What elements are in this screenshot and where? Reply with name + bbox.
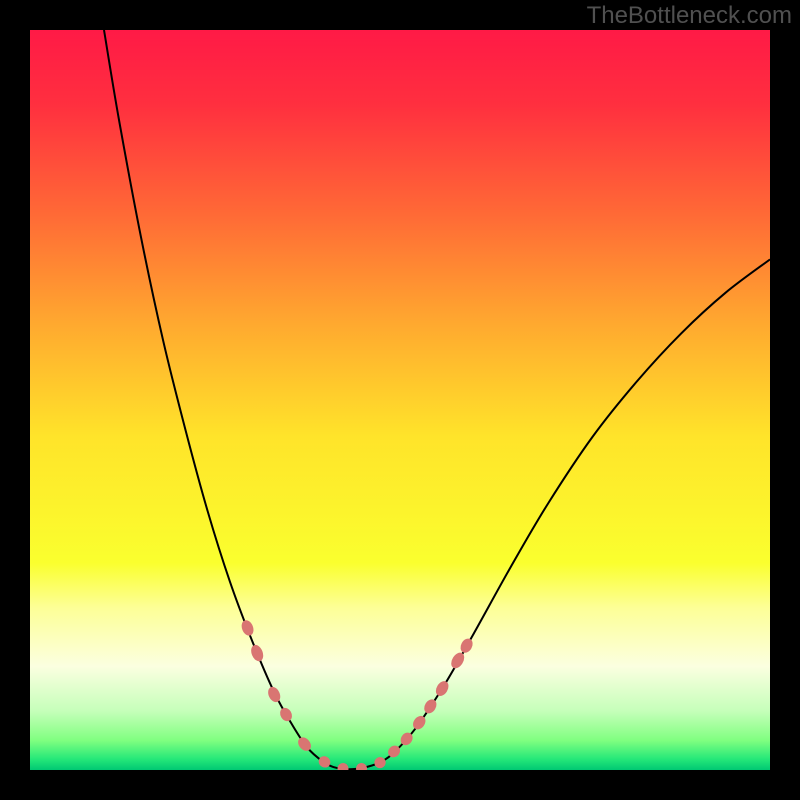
v-curve-line bbox=[104, 30, 770, 769]
marker-point bbox=[373, 756, 387, 769]
marker-point bbox=[449, 651, 466, 670]
marker-point bbox=[434, 680, 450, 698]
marker-point bbox=[317, 755, 332, 770]
marker-point bbox=[356, 763, 368, 770]
chart-curve-layer bbox=[30, 30, 770, 770]
marker-point bbox=[266, 686, 281, 704]
marker-point bbox=[240, 619, 255, 637]
marker-point bbox=[278, 706, 293, 722]
watermark-text: TheBottleneck.com bbox=[587, 2, 792, 30]
marker-point bbox=[338, 763, 348, 770]
marker-point bbox=[459, 637, 475, 654]
marker-points-group bbox=[240, 619, 474, 770]
marker-point bbox=[250, 644, 265, 663]
chart-plot-area bbox=[30, 30, 770, 770]
marker-point bbox=[422, 698, 438, 715]
